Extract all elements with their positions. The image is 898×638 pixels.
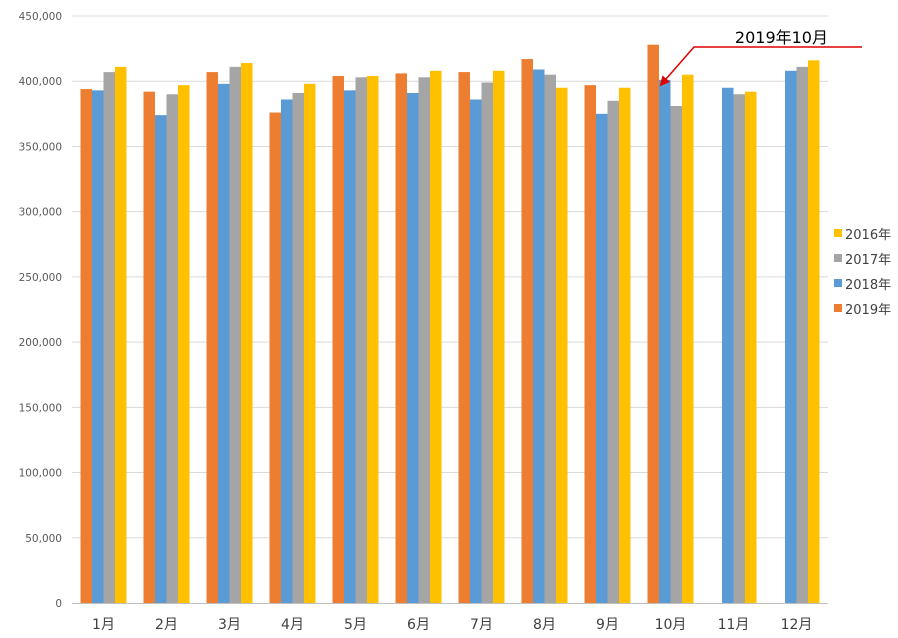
legend-swatch [834, 279, 842, 287]
bar [103, 72, 115, 603]
bar [556, 87, 568, 603]
bar [206, 72, 218, 603]
bar [544, 74, 556, 603]
bar [521, 59, 533, 603]
y-axis-ticks: 0 50,000 100,000 150,000 200,000 250,000 300,0… [19, 11, 62, 610]
x-tick-label: 3月 [218, 617, 241, 633]
bar [292, 92, 304, 603]
y-tick-label: 400,000 [19, 76, 62, 88]
bar [745, 91, 757, 603]
bar [458, 72, 470, 603]
bar [241, 62, 253, 603]
legend-swatch [834, 254, 842, 262]
bar [430, 70, 442, 603]
legend-swatch [834, 304, 842, 312]
y-tick-label: 250,000 [19, 272, 62, 284]
x-tick-label: 12月 [781, 617, 813, 633]
annotation: 2019年10月 [659, 28, 862, 87]
bars [80, 44, 820, 604]
bar [733, 94, 745, 604]
bar [607, 100, 619, 604]
y-tick-label: 450,000 [19, 11, 62, 23]
legend-swatch [834, 229, 842, 237]
y-tick-label: 150,000 [19, 402, 62, 414]
bar [481, 82, 493, 603]
bar [722, 87, 734, 603]
bar [332, 76, 344, 603]
bar [344, 90, 356, 603]
legend: 2016年 2017年 2018年 2019年 [834, 228, 891, 318]
bar [155, 115, 167, 603]
bar [367, 76, 379, 603]
x-tick-label: 6月 [407, 617, 430, 633]
bar [493, 70, 505, 603]
bar [647, 44, 659, 604]
y-tick-label: 100,000 [19, 468, 62, 480]
legend-label: 2016年 [845, 228, 891, 243]
bar [395, 73, 407, 603]
x-tick-label: 8月 [533, 617, 556, 633]
bar [584, 85, 596, 603]
bar [355, 77, 367, 603]
x-tick-label: 4月 [281, 617, 304, 633]
gridlines [72, 15, 828, 539]
bar [659, 79, 671, 603]
bar [178, 85, 190, 603]
bar [115, 66, 127, 603]
x-tick-label: 10月 [655, 617, 687, 633]
bar [166, 94, 178, 604]
x-tick-label: 11月 [718, 617, 750, 633]
bar [785, 70, 797, 603]
bar [80, 89, 92, 603]
bar [418, 77, 430, 603]
y-tick-label: 50,000 [25, 533, 62, 545]
bar [470, 99, 482, 604]
bar [407, 92, 419, 603]
bar [796, 66, 808, 603]
bar [619, 87, 631, 603]
bar [143, 91, 155, 603]
bar [218, 83, 230, 603]
bar [229, 66, 241, 603]
bar [682, 74, 694, 603]
x-tick-label: 5月 [344, 617, 367, 633]
x-tick-label: 1月 [92, 617, 115, 633]
x-tick-label: 9月 [596, 617, 619, 633]
legend-label: 2017年 [845, 253, 891, 268]
annotation-label: 2019年10月 [735, 28, 828, 47]
bar [670, 106, 682, 604]
x-tick-label: 2月 [155, 617, 178, 633]
bar [596, 113, 608, 603]
bar [808, 60, 820, 603]
legend-label: 2018年 [845, 278, 891, 293]
legend-label: 2019年 [845, 303, 891, 318]
bar [533, 69, 545, 603]
y-tick-label: 350,000 [19, 141, 62, 153]
y-tick-label: 200,000 [19, 337, 62, 349]
x-axis-ticks: 1月 2月 3月 4月 5月 6月 7月 8月 9月 10月 11月 12月 [92, 617, 812, 633]
bar [304, 83, 316, 603]
bar [281, 99, 293, 604]
x-tick-label: 7月 [470, 617, 493, 633]
y-tick-label: 0 [55, 598, 62, 610]
bar [92, 90, 104, 603]
bar [269, 112, 281, 603]
y-tick-label: 300,000 [19, 207, 62, 219]
annotation-arrow [659, 46, 862, 87]
